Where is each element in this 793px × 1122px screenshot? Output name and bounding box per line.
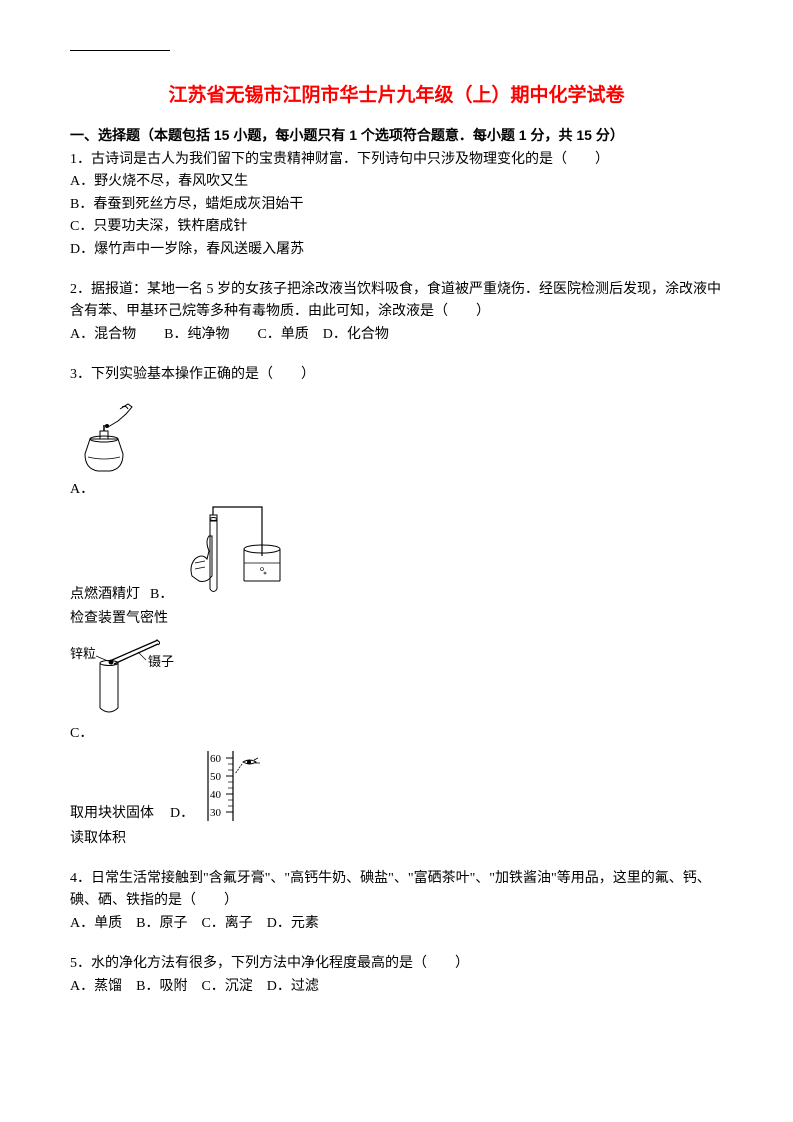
exam-title: 江苏省无锡市江阴市华士片九年级（上）期中化学试卷: [70, 80, 723, 107]
q3-label-b: 检查装置气密性: [70, 608, 723, 630]
q3-img-b: [177, 501, 297, 606]
q4-opts: A．单质 B．原子 C．离子 D．元素: [70, 913, 723, 935]
q3-opt-d-row: 取用块状固体 D． 60 50 40 30: [70, 746, 723, 826]
question-4: 4．日常生活常接触到"含氟牙膏"、"高钙牛奶、碘盐"、"富硒茶叶"、"加铁酱油"…: [70, 868, 723, 935]
q1-opt-a: A．野火烧不尽，春风吹又生: [70, 171, 723, 193]
q5-opts: A．蒸馏 B．吸附 C．沉淀 D．过滤: [70, 976, 723, 998]
svg-text:40: 40: [210, 789, 222, 801]
q3-opt-c-row: 锌粒 镊子: [70, 638, 723, 723]
q1-opt-c: C．只要功夫深，铁杵磨成针: [70, 216, 723, 238]
q4-text: 4．日常生活常接触到"含氟牙膏"、"高钙牛奶、碘盐"、"富硒茶叶"、"加铁酱油"…: [70, 868, 723, 913]
q3-zinc-label: 锌粒: [70, 646, 96, 661]
section-1-header: 一、选择题（本题包括 15 小题，每小题只有 1 个选项符合题意．每小题 1 分…: [70, 125, 723, 145]
q3-opt-b-label: B．: [150, 584, 173, 606]
svg-text:30: 30: [210, 807, 222, 819]
svg-text:50: 50: [210, 771, 222, 783]
question-1: 1．古诗词是古人为我们留下的宝贵精神财富．下列诗句中只涉及物理变化的是（ ） A…: [70, 149, 723, 261]
svg-text:60: 60: [210, 753, 222, 765]
q2-text: 2．据报道：某地一名 5 岁的女孩子把涂改液当饮料吸食，食道被严重烧伤．经医院检…: [70, 279, 723, 324]
q1-opt-d: D．爆竹声中一岁除，春风送暖入屠苏: [70, 239, 723, 261]
q3-opt-a-label: A．: [70, 482, 94, 497]
question-3: 3．下列实验基本操作正确的是（ ） A． 点燃酒精灯 B．: [70, 364, 723, 850]
q1-opt-b: B．春蚕到死丝方尽，蜡炬成灰泪始干: [70, 194, 723, 216]
q3-img-a: [70, 399, 140, 474]
q2-opts: A．混合物 B．纯净物 C．单质 D．化合物: [70, 324, 723, 346]
header-line: [70, 50, 170, 51]
q3-text: 3．下列实验基本操作正确的是（ ）: [70, 364, 723, 386]
q3-opt-b-row: 点燃酒精灯 B．: [70, 501, 723, 606]
q3-opt-d-label: D．: [170, 803, 194, 825]
question-2: 2．据报道：某地一名 5 岁的女孩子把涂改液当饮料吸食，食道被严重烧伤．经医院检…: [70, 279, 723, 346]
q3-label-a: 点燃酒精灯: [70, 584, 140, 606]
q3-tweezer-label: 镊子: [148, 654, 174, 669]
q3-label-c: 取用块状固体: [70, 803, 154, 825]
q5-text: 5．水的净化方法有很多，下列方法中净化程度最高的是（ ）: [70, 953, 723, 975]
q3-opt-a-row: A．: [70, 399, 723, 501]
q3-opt-c-label: C．: [70, 726, 93, 741]
q3-label-d: 读取体积: [70, 828, 723, 850]
q1-text: 1．古诗词是古人为我们留下的宝贵精神财富．下列诗句中只涉及物理变化的是（ ）: [70, 149, 723, 171]
q3-img-d: 60 50 40 30: [198, 746, 273, 826]
q3-img-c: 锌粒 镊子: [70, 638, 220, 718]
question-5: 5．水的净化方法有很多，下列方法中净化程度最高的是（ ） A．蒸馏 B．吸附 C…: [70, 953, 723, 998]
